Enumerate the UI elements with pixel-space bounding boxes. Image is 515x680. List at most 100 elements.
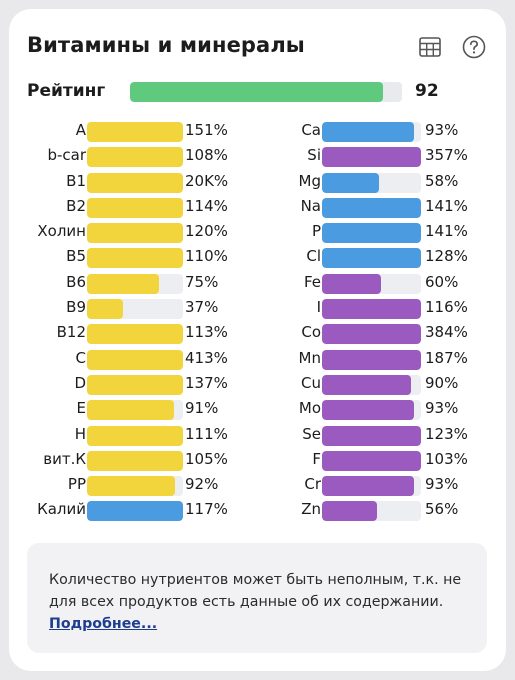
- nutrient-percent: 91%: [185, 399, 219, 418]
- nutrient-bar-fill: [322, 324, 421, 345]
- nutrient-name: Si: [307, 146, 321, 165]
- nutrient-percent: 90%: [425, 373, 459, 392]
- vitamins-column: A 151% b-car 108% B1 20K% B2 114% Холин 120% B5 110…: [9, 120, 249, 525]
- nutrient-bar: [322, 147, 421, 168]
- nutrient-percent: 137%: [185, 373, 228, 392]
- rating-bar-fill: [130, 82, 383, 102]
- nutrient-percent: 56%: [425, 500, 459, 519]
- nutrient-bar: [322, 324, 421, 345]
- nutrient-percent: 105%: [185, 449, 228, 468]
- help-icon[interactable]: [462, 35, 486, 59]
- nutrient-row: B5 110%: [9, 246, 249, 271]
- nutrient-bar-fill: [322, 501, 378, 522]
- nutrient-row: Cl 128%: [247, 246, 487, 271]
- nutrient-percent: 75%: [185, 272, 219, 291]
- nutrient-percent: 413%: [185, 348, 228, 367]
- nutrient-percent: 384%: [425, 323, 468, 342]
- nutrient-name: F: [312, 449, 321, 468]
- nutrient-bar-fill: [322, 374, 412, 395]
- nutrient-name: B9: [66, 298, 86, 317]
- nutrient-bar-fill: [322, 450, 421, 471]
- nutrient-row: Zn 56%: [247, 499, 487, 524]
- nutrient-row: B1 20K%: [9, 171, 249, 196]
- nutrient-name: Na: [300, 196, 321, 215]
- nutrient-name: C: [75, 348, 86, 367]
- nutrient-bar-fill: [322, 172, 380, 193]
- nutrient-bar: [87, 273, 183, 294]
- nutrient-name: Холин: [37, 222, 86, 241]
- nutrient-percent: 113%: [185, 323, 228, 342]
- nutrient-bar: [322, 425, 421, 446]
- nutrient-percent: 93%: [425, 121, 459, 139]
- nutrient-row: Калий 117%: [9, 499, 249, 524]
- nutrient-bar: [87, 349, 183, 370]
- nutrient-bar-fill: [87, 349, 183, 370]
- nutrient-percent: 120%: [185, 222, 228, 241]
- table-icon[interactable]: [418, 35, 442, 59]
- nutrient-percent: 141%: [425, 222, 468, 241]
- nutrient-bar: [322, 450, 421, 471]
- nutrient-bar: [322, 223, 421, 244]
- rating-bar: [130, 82, 402, 102]
- nutrient-name: Mg: [298, 171, 321, 190]
- nutrient-bar-fill: [322, 400, 415, 421]
- nutrient-row: вит.К 105%: [9, 449, 249, 474]
- nutrient-percent: 123%: [425, 424, 468, 443]
- nutrient-bar-fill: [87, 324, 183, 345]
- nutrient-bar: [322, 273, 421, 294]
- nutrient-name: B2: [66, 196, 86, 215]
- nutrient-row: Na 141%: [247, 196, 487, 221]
- nutrient-percent: 92%: [185, 475, 219, 494]
- nutrient-name: A: [75, 121, 86, 139]
- nutrient-name: Zn: [301, 500, 321, 519]
- nutrient-name: B1: [66, 171, 86, 190]
- nutrient-percent: 108%: [185, 146, 228, 165]
- nutrient-bar: [322, 400, 421, 421]
- nutrient-bar: [322, 172, 421, 193]
- nutrient-name: D: [74, 373, 86, 392]
- nutrient-row: Se 123%: [247, 424, 487, 449]
- nutrient-percent: 114%: [185, 196, 228, 215]
- nutrient-bar-fill: [322, 476, 415, 497]
- nutrient-bar: [322, 197, 421, 218]
- nutrient-name: B12: [56, 323, 86, 342]
- nutrient-row: Cr 93%: [247, 474, 487, 499]
- nutrient-bar: [87, 299, 183, 320]
- nutrient-bar-fill: [322, 248, 421, 269]
- nutrient-row: B2 114%: [9, 196, 249, 221]
- nutrient-bar-fill: [87, 425, 183, 446]
- nutrient-percent: 151%: [185, 121, 228, 139]
- nutrient-percent: 110%: [185, 247, 228, 266]
- nutrient-row: B9 37%: [9, 297, 249, 322]
- note-text: Количество нутриентов может быть неполны…: [49, 572, 462, 610]
- nutrient-bar: [322, 122, 421, 142]
- nutrient-row: I 116%: [247, 297, 487, 322]
- nutrient-name: Mo: [298, 399, 321, 418]
- nutrient-name: H: [74, 424, 86, 443]
- nutrient-bar: [87, 400, 183, 421]
- nutrient-bar-fill: [322, 197, 421, 218]
- nutrient-percent: 60%: [425, 272, 459, 291]
- nutrient-name: Cl: [306, 247, 321, 266]
- nutrient-bar-fill: [87, 374, 183, 395]
- more-link[interactable]: Подробнее...: [49, 616, 158, 632]
- nutrient-percent: 357%: [425, 146, 468, 165]
- nutrient-bar-fill: [322, 273, 382, 294]
- nutrient-bar-fill: [87, 223, 183, 244]
- vitamins-minerals-card: Витамины и минералы Рейтинг 92 A 151% b-ca…: [9, 9, 506, 671]
- nutrient-row: P 141%: [247, 221, 487, 246]
- nutrient-bar: [87, 501, 183, 522]
- nutrient-row: B12 113%: [9, 322, 249, 347]
- nutrient-name: Se: [302, 424, 321, 443]
- nutrient-percent: 187%: [425, 348, 468, 367]
- nutrient-bar: [87, 374, 183, 395]
- nutrient-row: Fe 60%: [247, 272, 487, 297]
- nutrient-name: Cu: [301, 373, 321, 392]
- nutrient-row: Холин 120%: [9, 221, 249, 246]
- nutrient-row: C 413%: [9, 348, 249, 373]
- nutrient-row: Cu 90%: [247, 373, 487, 398]
- nutrient-name: B6: [66, 272, 86, 291]
- nutrient-row: PP 92%: [9, 474, 249, 499]
- nutrient-bar-fill: [87, 248, 183, 269]
- nutrient-percent: 117%: [185, 500, 228, 519]
